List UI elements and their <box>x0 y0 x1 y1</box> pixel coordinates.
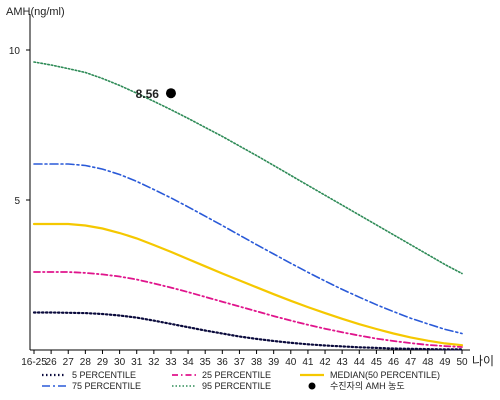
legend-label: 95 PERCENTILE <box>202 381 271 391</box>
x-tick-label: 50 <box>456 357 468 368</box>
x-tick-label: 34 <box>183 357 195 368</box>
x-tick-label: 35 <box>200 357 212 368</box>
x-tick-label: 43 <box>337 357 349 368</box>
x-tick-label: 49 <box>439 357 451 368</box>
x-tick-label: 44 <box>354 357 366 368</box>
x-tick-label: 46 <box>388 357 400 368</box>
x-tick-label: 45 <box>371 357 383 368</box>
x-tick-label: 28 <box>80 357 92 368</box>
percentile-lines <box>32 61 464 351</box>
x-tick-label: 48 <box>422 357 434 368</box>
x-tick-label: 39 <box>268 357 280 368</box>
legend-label: MEDIAN(50 PERCENTILE) <box>330 370 440 380</box>
x-tick-label: 16-25 <box>21 357 47 368</box>
legend-patient-label: 수진자의 AMH 농도 <box>330 381 405 391</box>
x-tick-label: 37 <box>234 357 246 368</box>
x-tick-label: 47 <box>405 357 417 368</box>
y-tick-label: 5 <box>14 196 20 207</box>
legend-label: 5 PERCENTILE <box>72 370 136 380</box>
x-tick-label: 30 <box>114 357 126 368</box>
x-tick-label: 40 <box>285 357 297 368</box>
x-tick-label: 36 <box>217 357 229 368</box>
x-tick-label: 26 <box>46 357 58 368</box>
x-tick-label: 42 <box>319 357 331 368</box>
x-tick-label: 29 <box>97 357 109 368</box>
patient-marker: 8.56 <box>136 87 176 101</box>
series-line <box>32 311 464 351</box>
patient-value-label: 8.56 <box>136 87 160 101</box>
x-tick-label: 33 <box>165 357 177 368</box>
series-line <box>32 222 464 347</box>
y-axis-label: AMH(ng/ml) <box>6 6 65 18</box>
patient-point <box>165 88 176 99</box>
legend-patient-marker <box>308 382 316 390</box>
series-line <box>33 163 463 335</box>
legend: 5 PERCENTILE 25 PERCENTILE MEDIAN(50 PERCE… <box>42 370 440 391</box>
x-tick-label: 38 <box>251 357 263 368</box>
legend-label: 25 PERCENTILE <box>202 370 271 380</box>
x-tick-label: 32 <box>148 357 160 368</box>
x-tick-label: 27 <box>63 357 75 368</box>
y-tick-label: 10 <box>9 46 21 57</box>
legend-label: 75 PERCENTILE <box>72 381 141 391</box>
x-tick-label: 31 <box>131 357 143 368</box>
x-axis-label: 나이 <box>472 354 494 368</box>
x-tick-label: 41 <box>302 357 314 368</box>
series-line <box>33 61 463 275</box>
series-line <box>33 271 463 348</box>
